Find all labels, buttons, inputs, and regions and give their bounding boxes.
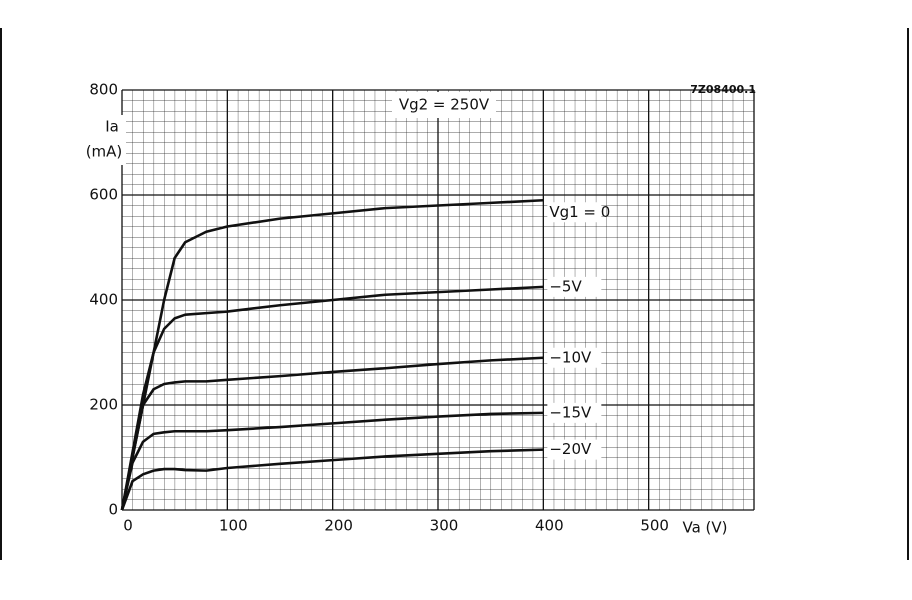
y-tick-label: 600 [89,186,118,204]
x-tick-label: 0 [123,517,133,535]
curve [120,411,544,511]
label-box [547,347,602,368]
x-tick-label: 300 [430,517,459,535]
annotation: 7Z08400.1 [690,83,756,96]
curve [120,448,544,511]
series-label: Vg1 = 0 [549,203,610,221]
label-box [96,115,126,165]
series-label: −10V [549,348,592,366]
annotation-box [392,92,496,118]
series-label: −15V [549,403,592,421]
series-label: −5V [549,277,582,295]
x-axis-label: Va (V) [682,519,727,537]
x-tick-label: 500 [640,517,669,535]
label-box [547,202,602,223]
annotation: Vg2 = 250V [399,96,490,114]
label-box [547,439,602,460]
y-tick-label: 200 [89,396,118,414]
x-tick-label: 100 [219,517,248,535]
x-tick-label: 200 [324,517,353,535]
curve [120,356,544,511]
x-tick-label: 400 [535,517,564,535]
y-axis-unit: (mA) [86,143,123,161]
y-axis-label: Ia [105,118,119,136]
y-tick-label: 0 [108,501,118,519]
label-box [547,276,602,297]
curve [120,285,544,511]
label-box [547,402,602,423]
y-tick-label: 400 [89,291,118,309]
series-label: −20V [549,440,592,458]
y-tick-label: 800 [89,81,118,99]
curve [120,198,544,511]
